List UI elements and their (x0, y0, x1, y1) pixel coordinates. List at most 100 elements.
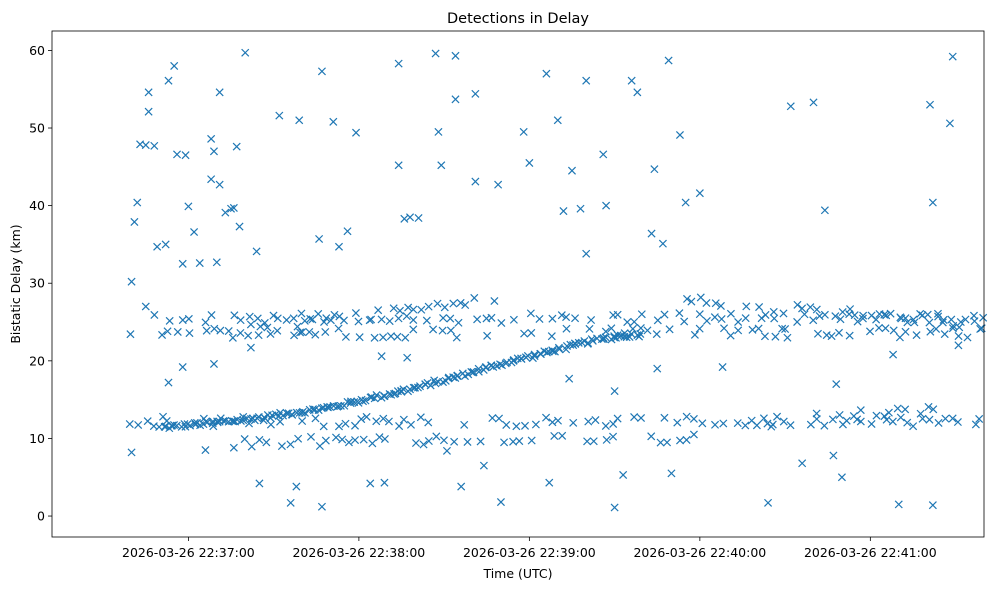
data-point (246, 343, 255, 352)
data-point (474, 364, 483, 373)
data-point (635, 332, 644, 341)
data-point (880, 412, 889, 421)
data-point (559, 207, 568, 216)
data-point (195, 259, 204, 268)
data-point (399, 415, 408, 424)
data-point (401, 333, 410, 342)
data-point (856, 406, 865, 415)
data-point (547, 332, 556, 341)
data-point (627, 76, 636, 85)
data-point (424, 302, 433, 311)
data-point (471, 89, 480, 98)
data-point (589, 437, 598, 446)
data-point (502, 420, 511, 429)
data-point (779, 309, 788, 318)
y-axis-ticks: 0 10 20 30 40 50 60 (29, 43, 52, 524)
data-point (298, 328, 307, 337)
data-point (305, 327, 314, 336)
data-point (509, 315, 518, 324)
data-point (918, 414, 927, 423)
data-point (901, 405, 910, 414)
data-point (229, 203, 238, 212)
data-point (331, 433, 341, 442)
data-point (903, 418, 912, 427)
data-point (742, 302, 751, 311)
data-point (888, 417, 897, 426)
data-point (562, 324, 571, 333)
data-point (232, 142, 241, 151)
data-point (426, 381, 435, 390)
data-point (289, 314, 298, 323)
data-point (422, 316, 431, 325)
data-point (698, 419, 707, 428)
data-point (837, 473, 846, 482)
y-tick-label: 30 (29, 276, 45, 291)
data-point (306, 432, 316, 441)
data-point (667, 469, 676, 478)
data-point (209, 147, 218, 156)
data-point (403, 353, 412, 362)
data-point (889, 326, 898, 335)
data-point (228, 417, 237, 426)
data-point (404, 303, 413, 312)
data-point (925, 415, 934, 424)
data-point (822, 331, 831, 340)
data-point (903, 318, 912, 327)
data-point (451, 51, 460, 60)
data-point (395, 306, 404, 315)
data-point (836, 315, 845, 324)
data-point (161, 240, 170, 249)
data-point (476, 437, 485, 446)
data-point (939, 315, 948, 324)
data-point (599, 150, 608, 159)
data-point (216, 326, 225, 335)
data-point (849, 412, 858, 421)
data-point (613, 310, 622, 319)
data-point (610, 333, 619, 342)
data-point (681, 198, 690, 207)
data-point (894, 500, 903, 509)
data-point (244, 331, 253, 340)
data-point (253, 314, 262, 323)
data-point (545, 478, 554, 487)
data-point (439, 314, 448, 323)
data-point (755, 303, 764, 312)
data-point (326, 316, 335, 325)
data-point (832, 380, 841, 389)
data-point (778, 324, 787, 333)
data-point (440, 303, 449, 312)
data-point (660, 310, 669, 319)
data-point (377, 352, 386, 361)
data-point (587, 316, 596, 325)
data-point (680, 317, 689, 326)
data-point (850, 311, 859, 320)
data-point (527, 436, 536, 445)
data-point (689, 430, 698, 439)
data-point (834, 328, 844, 337)
data-point (178, 363, 187, 372)
data-point (620, 329, 629, 338)
data-point (452, 333, 461, 342)
data-point (929, 405, 938, 414)
data-point (947, 315, 956, 324)
data-point (163, 327, 172, 336)
data-point (228, 333, 237, 342)
data-point (246, 320, 255, 329)
data-point (542, 69, 551, 78)
data-point (190, 227, 199, 237)
data-point (719, 419, 728, 428)
data-point (320, 317, 329, 326)
data-point (409, 315, 418, 325)
data-point (439, 436, 448, 445)
data-point (675, 309, 684, 318)
data-point (275, 111, 284, 120)
data-point (126, 330, 135, 339)
data-point (173, 150, 182, 159)
data-point (979, 313, 988, 322)
data-point (235, 222, 244, 231)
data-point (273, 314, 282, 323)
data-point (637, 413, 646, 423)
data-point (665, 325, 674, 334)
data-point (311, 330, 320, 339)
